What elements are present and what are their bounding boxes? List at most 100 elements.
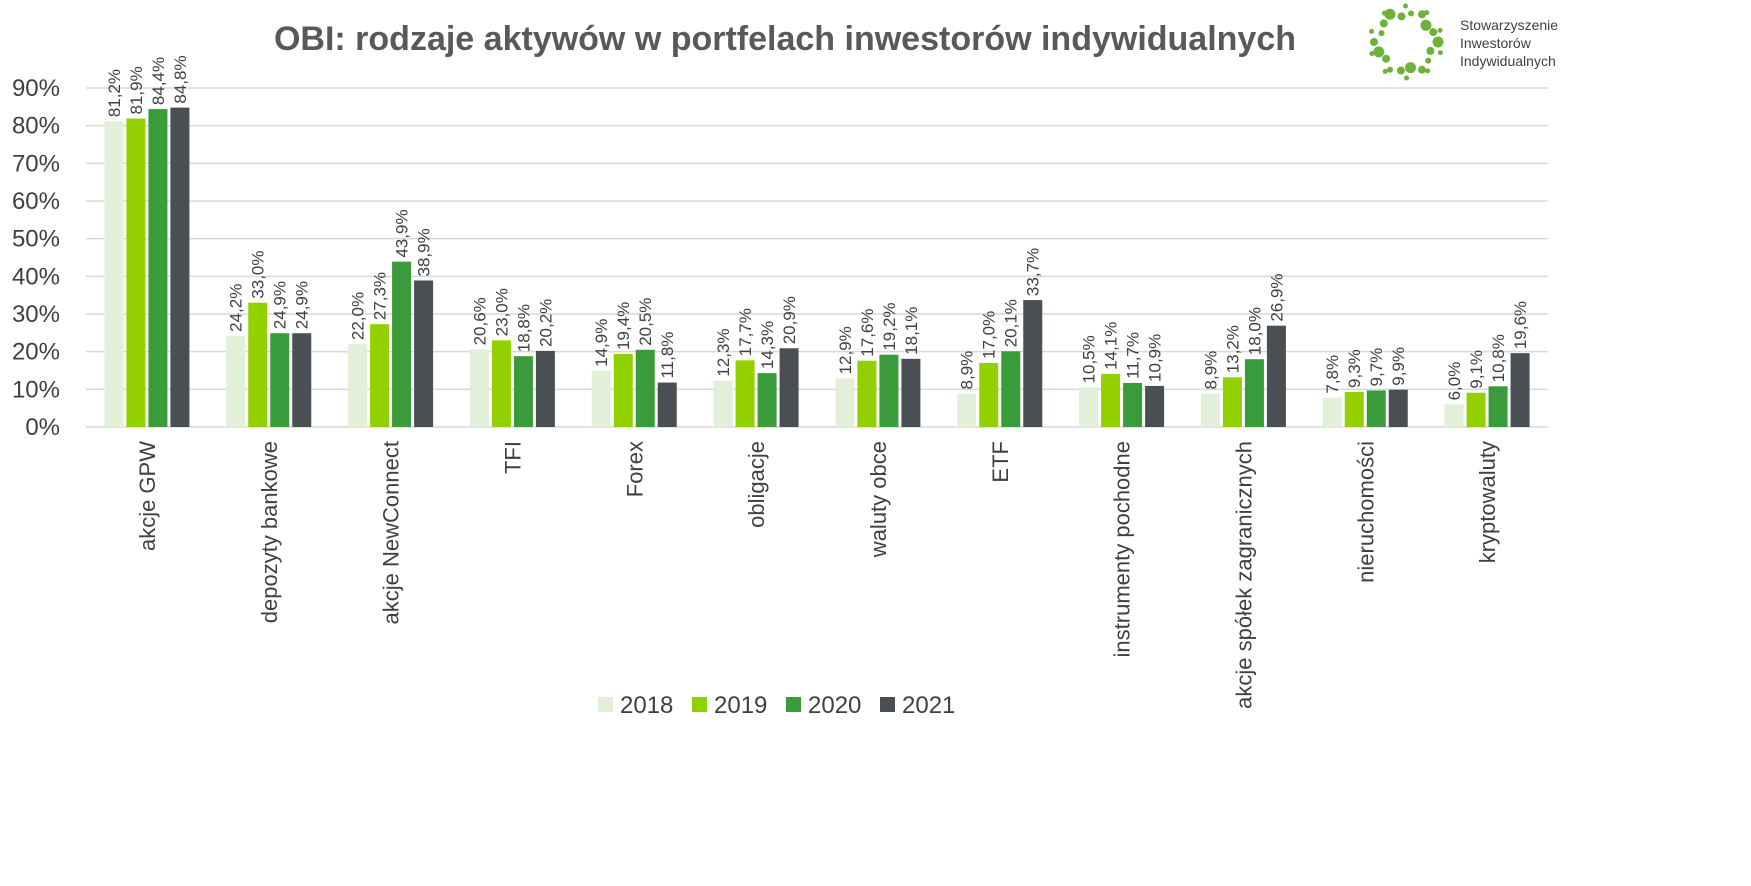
data-label: 8,9% <box>1201 351 1220 390</box>
bar <box>148 109 168 428</box>
data-label: 11,7% <box>1124 332 1143 379</box>
data-label: 38,9% <box>415 228 434 276</box>
category-label: instrumenty pochodne <box>1110 441 1135 657</box>
category-label: TFI <box>500 441 525 474</box>
bar <box>292 333 312 427</box>
bar <box>1488 386 1508 427</box>
logo-dot <box>1384 8 1396 20</box>
y-tick-label: 60% <box>12 188 60 215</box>
data-label: 14,3% <box>758 321 777 369</box>
legend-swatch <box>880 697 895 712</box>
bar <box>414 280 434 427</box>
logo-dot <box>1396 66 1405 75</box>
bar <box>757 373 777 427</box>
bar <box>513 356 533 427</box>
data-label: 13,2% <box>1223 325 1242 373</box>
category-label: ETF <box>988 441 1013 483</box>
y-tick-label: 10% <box>12 376 60 403</box>
logo-line-1: Stowarzyszenie <box>1460 17 1558 33</box>
data-label: 24,2% <box>227 284 246 332</box>
data-label: 17,6% <box>858 309 877 357</box>
bar <box>1222 377 1242 427</box>
y-axis-ticks: 0% 10% 20% 30% 40% 50% 60% 70% 80% 90% <box>12 75 60 441</box>
data-label: 19,4% <box>614 302 633 350</box>
category-label: akcje GPW <box>135 441 160 551</box>
data-label: 6,0% <box>1445 362 1464 401</box>
bar <box>1244 359 1264 427</box>
data-label: 9,7% <box>1367 348 1386 387</box>
data-label: 9,3% <box>1345 349 1364 388</box>
bar <box>735 360 755 427</box>
bar <box>879 354 899 427</box>
data-label: 23,0% <box>492 288 511 336</box>
logo-dot <box>1381 10 1387 16</box>
bar <box>1123 382 1143 427</box>
data-label: 18,8% <box>514 304 533 352</box>
data-label: 8,9% <box>958 351 977 390</box>
bar <box>1023 300 1043 427</box>
bar <box>1322 397 1342 427</box>
logo-dot <box>1369 28 1375 34</box>
data-label: 9,9% <box>1389 347 1408 386</box>
data-label: 11,8% <box>658 332 677 379</box>
data-label: 19,6% <box>1511 301 1530 349</box>
data-label: 10,9% <box>1146 334 1165 382</box>
bar <box>126 118 146 427</box>
data-label: 20,6% <box>470 297 489 345</box>
bar <box>1266 325 1286 427</box>
logo-dot <box>1418 65 1426 74</box>
data-label: 33,0% <box>249 250 268 298</box>
logo-dot <box>1369 51 1375 57</box>
data-label: 24,9% <box>293 281 312 329</box>
bar <box>1145 385 1165 427</box>
logo-dot <box>1424 10 1430 16</box>
category-label: nieruchomości <box>1353 441 1378 583</box>
data-label: 20,1% <box>1002 299 1021 347</box>
logo-dot <box>1426 46 1435 55</box>
bar <box>713 380 733 427</box>
data-label: 12,3% <box>714 328 733 376</box>
bar <box>270 333 290 427</box>
y-tick-label: 40% <box>12 263 60 290</box>
logo-dot <box>1405 62 1417 74</box>
logo-dot <box>1373 46 1385 58</box>
legend-swatch <box>692 697 707 712</box>
bar <box>1001 351 1021 427</box>
bar <box>1510 353 1530 427</box>
bar <box>1466 392 1486 427</box>
legend-label: 2020 <box>808 692 861 719</box>
data-label: 26,9% <box>1267 273 1286 321</box>
data-label: 24,9% <box>271 281 290 329</box>
bar <box>635 349 655 427</box>
logo-dot <box>1397 12 1406 21</box>
bar <box>857 360 877 427</box>
logo-dot <box>1408 10 1415 17</box>
logo-dot <box>1404 75 1410 81</box>
bar <box>226 335 246 427</box>
bar <box>979 362 999 427</box>
data-label: 10,5% <box>1080 335 1099 383</box>
bars <box>104 107 1530 428</box>
bar <box>104 121 124 427</box>
bar <box>535 350 555 427</box>
y-tick-label: 70% <box>12 150 60 177</box>
data-label: 84,8% <box>171 55 190 103</box>
bar <box>1344 391 1364 427</box>
y-tick-label: 0% <box>25 414 60 441</box>
y-tick-label: 20% <box>12 339 60 366</box>
data-label: 20,2% <box>536 299 555 347</box>
data-label: 81,2% <box>105 69 124 117</box>
logo: Stowarzyszenie Inwestorów Indywidualnych <box>1369 3 1558 81</box>
bar <box>1079 387 1099 427</box>
bar <box>1388 389 1408 427</box>
data-label: 27,3% <box>371 272 390 320</box>
bar <box>392 261 412 427</box>
data-labels: 81,2% 81,9% 84,4% 84,8%24,2%33,0%24,9% 24,9%… <box>105 55 1530 400</box>
legend: 2018 2019 2020 2021 <box>598 692 955 719</box>
gridlines <box>86 87 1548 428</box>
data-label: 22,0% <box>349 292 368 340</box>
data-label: 9,1% <box>1467 350 1486 389</box>
data-label: 19,2% <box>880 302 899 350</box>
bar <box>348 344 368 427</box>
